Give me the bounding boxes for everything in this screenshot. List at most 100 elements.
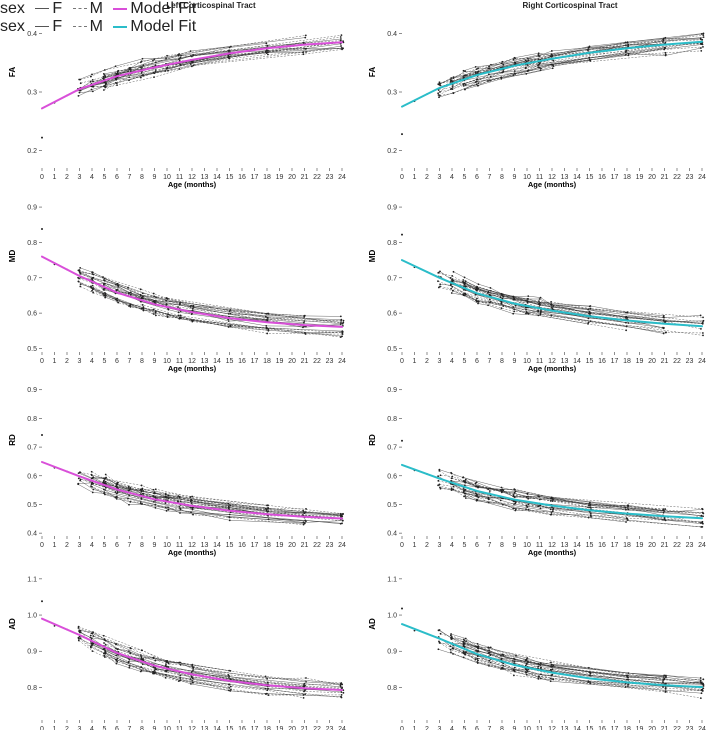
subject-point <box>92 273 95 276</box>
subject-point <box>539 504 542 507</box>
subject-point <box>139 288 142 291</box>
legend-male-swatch <box>72 26 87 28</box>
subject-point <box>500 491 503 494</box>
subject-point <box>341 48 343 51</box>
x-tick-label: 20 <box>288 174 296 181</box>
subject-point <box>451 86 454 88</box>
subject-trajectory <box>440 488 703 528</box>
subject-point <box>179 663 182 666</box>
x-tick-label: 19 <box>636 726 644 730</box>
subject-point <box>89 75 92 78</box>
subject-point <box>167 506 169 509</box>
y-tick-label: 1.0 <box>387 613 397 620</box>
x-tick-label: 16 <box>238 358 246 365</box>
subject-point <box>92 291 95 294</box>
subject-point <box>537 314 540 317</box>
subject-point <box>663 320 665 322</box>
x-tick-label: 15 <box>586 174 594 181</box>
subject-point <box>525 668 528 671</box>
y-tick-label: 1.1 <box>27 576 37 583</box>
subject-point <box>526 301 529 304</box>
subject-point <box>463 74 466 77</box>
x-tick-label: 0 <box>400 542 404 549</box>
subject-point <box>662 332 665 335</box>
subject-point <box>451 647 454 650</box>
subject-point <box>664 519 667 522</box>
subject-point <box>452 653 454 655</box>
x-tick-label: 22 <box>673 174 681 181</box>
subject-point <box>513 70 516 72</box>
subject-point <box>464 651 467 654</box>
subject-point <box>266 689 269 692</box>
subject-point <box>92 631 94 634</box>
x-tick-label: 3 <box>438 542 442 549</box>
x-tick-label: 14 <box>573 358 581 365</box>
x-tick-label: 5 <box>103 358 107 365</box>
subject-point <box>515 508 517 511</box>
subject-point <box>103 289 105 291</box>
subject-point <box>302 326 304 329</box>
subject-point <box>551 668 554 671</box>
subject-point <box>115 662 118 665</box>
subject-point <box>551 510 554 513</box>
subject-point <box>502 70 505 73</box>
subject-point <box>340 318 343 321</box>
subject-point <box>699 679 702 682</box>
subject-point <box>477 496 480 499</box>
subject-point <box>588 671 591 673</box>
subject-point <box>662 509 664 512</box>
x-tick-label: 17 <box>251 542 259 549</box>
subject-point <box>192 666 195 669</box>
right-column-title: Right Corticospinal Tract <box>522 1 618 10</box>
x-tick-label: 10 <box>523 542 531 549</box>
y-tick-label: 0.8 <box>387 416 397 423</box>
subject-point <box>192 307 194 310</box>
x-tick-label: 23 <box>686 358 694 365</box>
subject-point <box>540 310 542 313</box>
subject-point <box>464 88 466 91</box>
subject-point <box>551 307 554 310</box>
subject-point <box>139 76 142 79</box>
outlier-point <box>401 233 403 236</box>
x-tick-label: 11 <box>176 358 183 365</box>
subject-trajectory <box>463 480 628 508</box>
subject-point <box>501 488 504 491</box>
subject-point <box>462 83 465 86</box>
x-tick-label: 22 <box>673 542 681 549</box>
outlier-point <box>401 607 403 610</box>
subject-point <box>665 675 667 678</box>
x-tick-label: 17 <box>611 542 619 549</box>
subject-point <box>463 276 466 279</box>
x-tick-label: 2 <box>65 726 69 730</box>
subject-point <box>439 487 442 490</box>
x-axis-label: Age (months) <box>528 548 577 557</box>
x-tick-label: 16 <box>598 174 606 181</box>
subject-trajectory <box>463 645 703 685</box>
subject-point <box>488 490 491 492</box>
subject-point <box>227 326 230 328</box>
x-tick-label: 24 <box>338 726 346 730</box>
subject-point <box>178 68 181 70</box>
subject-point <box>191 495 194 498</box>
subject-trajectory <box>104 278 268 314</box>
x-tick-label: 14 <box>573 174 581 181</box>
x-tick-label: 24 <box>338 174 346 181</box>
x-tick-label: 8 <box>140 542 144 549</box>
y-tick-label: 1.1 <box>387 576 397 583</box>
subject-trajectory <box>105 651 344 694</box>
subject-point <box>89 80 92 83</box>
x-tick-label: 7 <box>128 174 132 181</box>
subject-point <box>702 36 705 39</box>
subject-point <box>451 275 454 277</box>
subject-point <box>625 329 628 332</box>
subject-trajectory <box>92 288 269 330</box>
subject-point <box>625 674 628 677</box>
legend-left: sex F M Model Fit <box>0 0 709 18</box>
subject-point <box>437 94 440 96</box>
x-tick-label: 10 <box>523 726 531 730</box>
subject-point <box>166 313 169 316</box>
subject-point <box>79 82 82 85</box>
subject-point <box>302 523 305 526</box>
subject-point <box>513 491 516 494</box>
